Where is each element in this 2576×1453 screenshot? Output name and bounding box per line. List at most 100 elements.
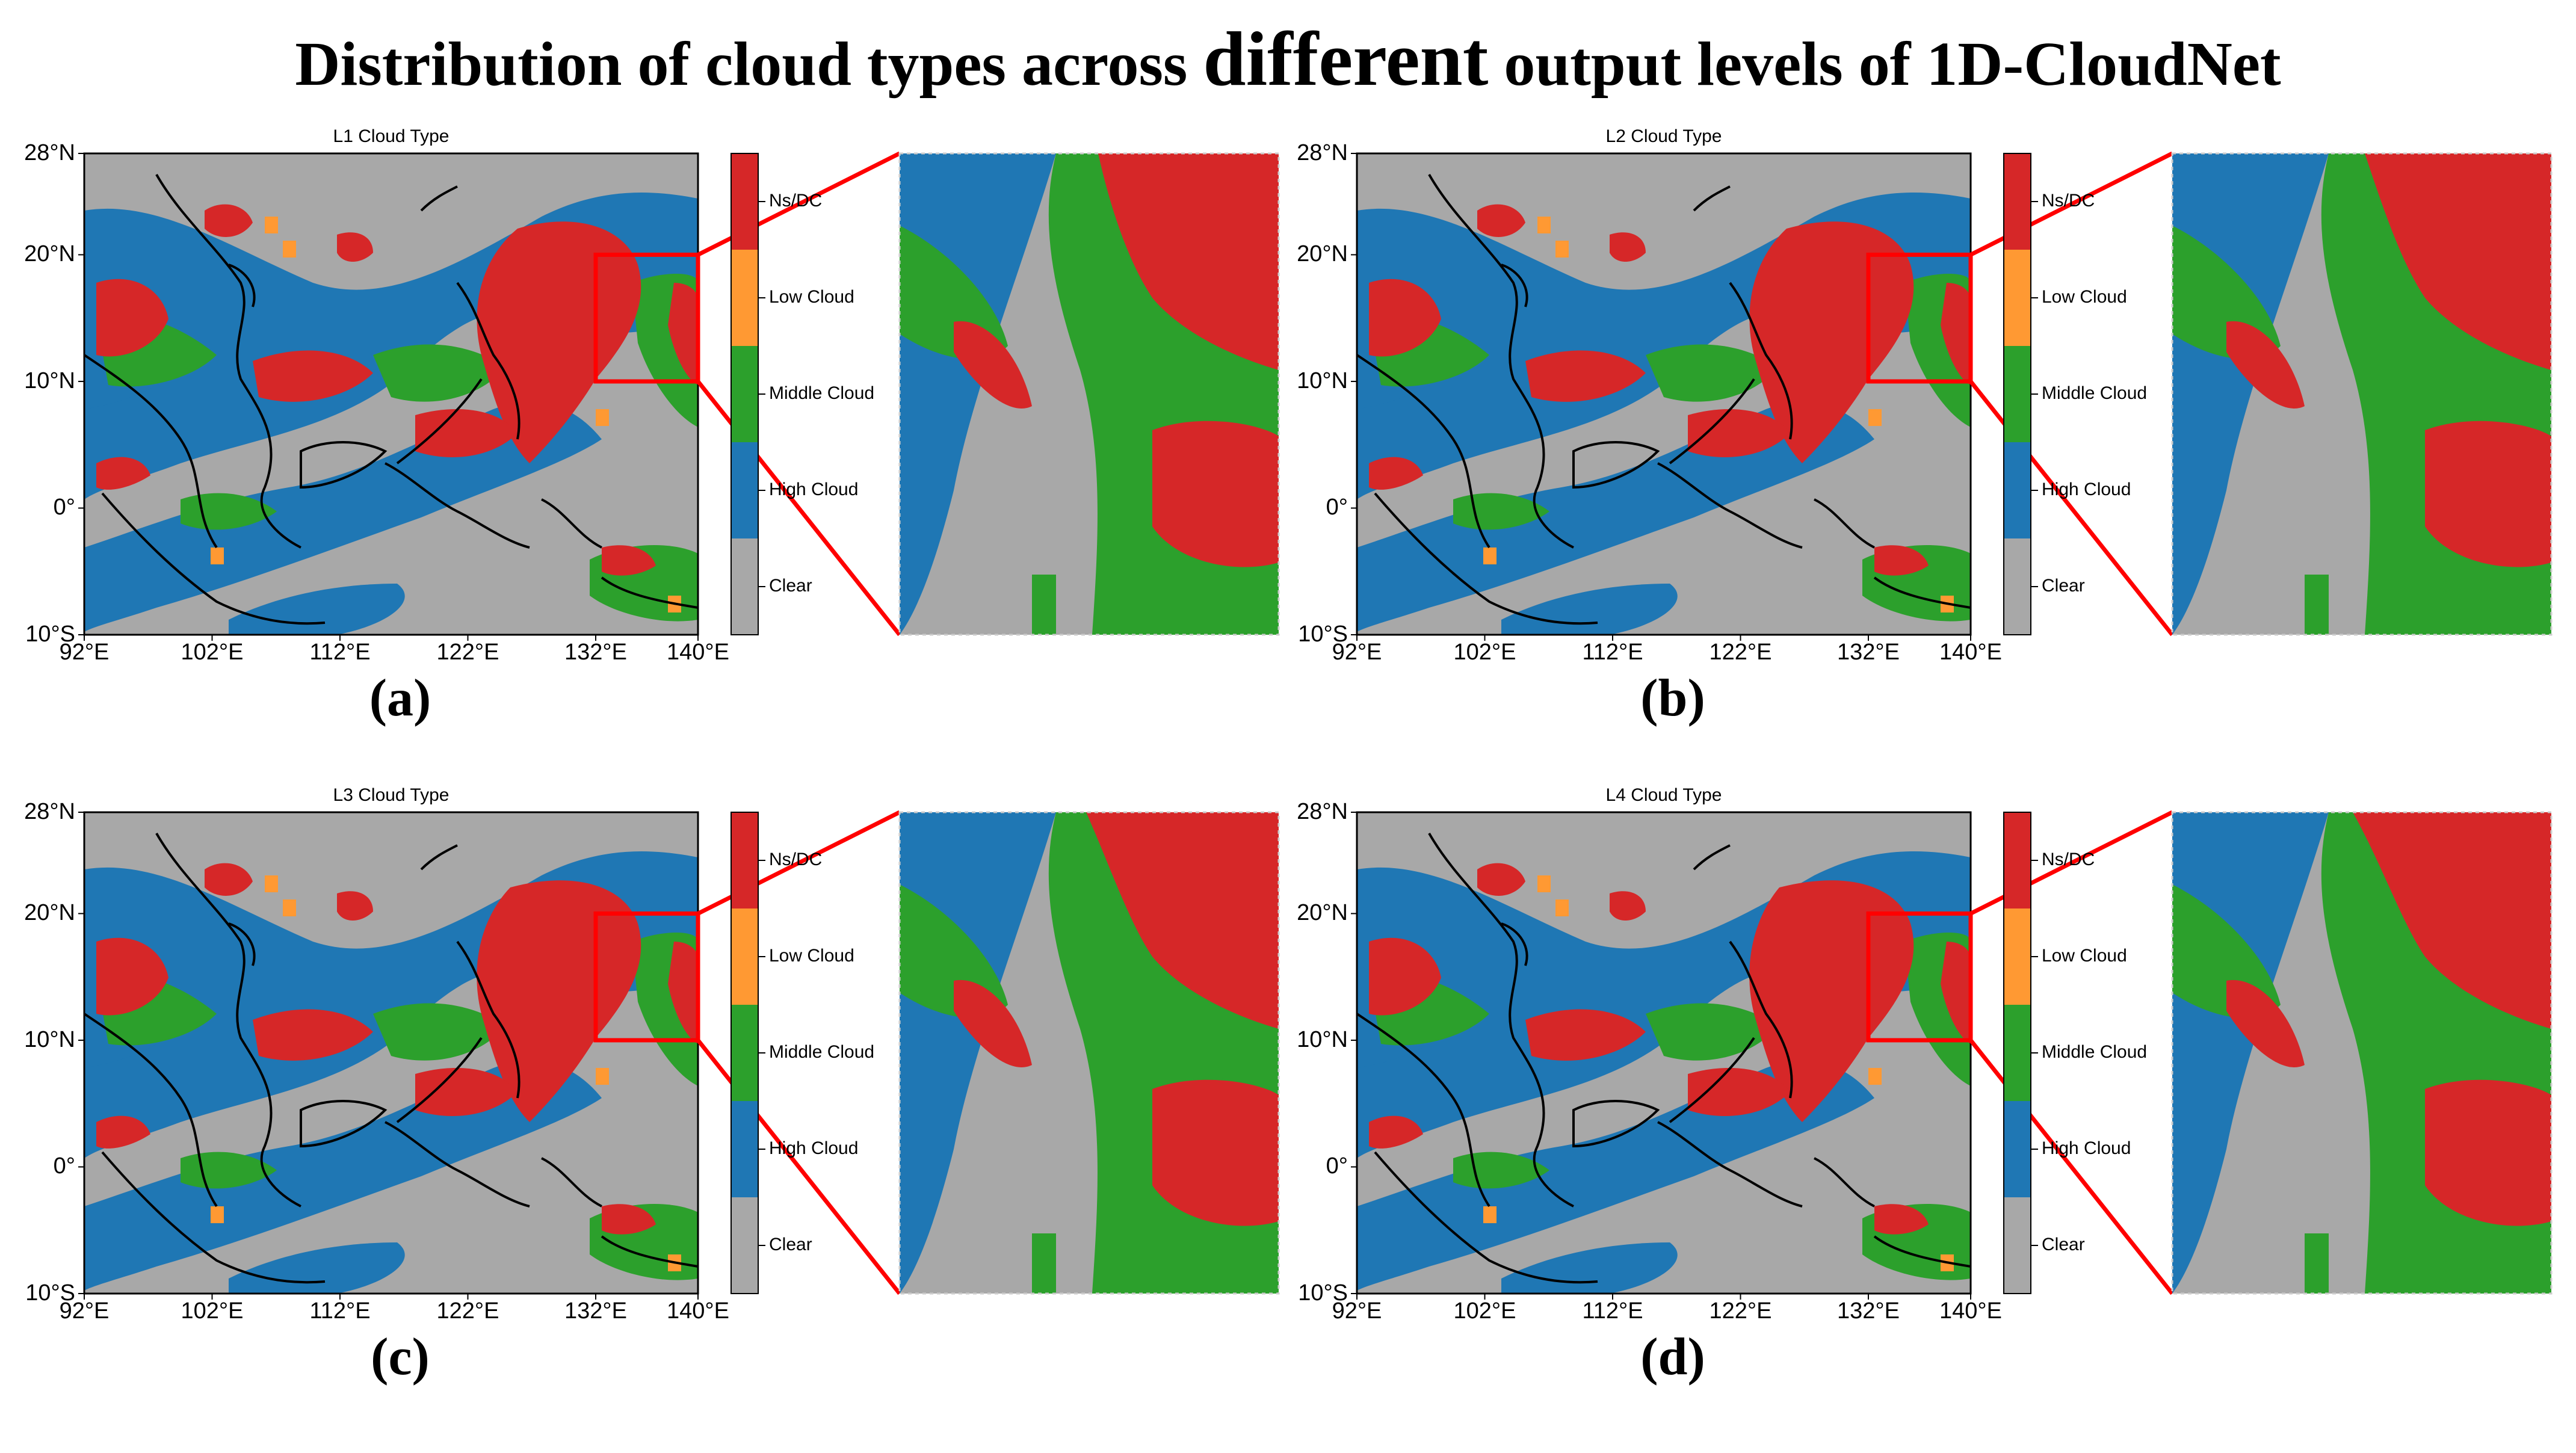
- coastline: [1374, 1151, 1598, 1284]
- ns-dc-region: [1688, 1068, 1790, 1116]
- coastline: [300, 441, 388, 489]
- zoom-frame: [898, 152, 1280, 636]
- zoom-box: [593, 252, 700, 384]
- low-cloud-region: [1483, 548, 1496, 564]
- middle-cloud-region: [2172, 884, 2281, 1018]
- coastline: [541, 498, 698, 609]
- low-cloud-region: [1555, 241, 1569, 258]
- ns-dc-region: [1874, 1204, 1929, 1235]
- lat-tick-label: 0°: [1326, 1153, 1348, 1179]
- ns-dc-region: [96, 457, 150, 490]
- lon-tick-label: 140°E: [1939, 1298, 2002, 1324]
- colorbar-segment: [2004, 1197, 2031, 1294]
- colorbar-label: Clear: [2042, 1235, 2085, 1254]
- lon-tick-label: 102°E: [181, 1298, 244, 1324]
- lon-tick-label: 92°E: [59, 1298, 110, 1324]
- colorbar-label: Ns/DC: [769, 850, 823, 869]
- low-cloud-region: [1483, 1206, 1496, 1223]
- low-cloud-region: [596, 409, 609, 426]
- colorbar-label: Middle Cloud: [2042, 1042, 2148, 1062]
- ns-dc-region: [1369, 937, 1441, 1016]
- coastline: [300, 1100, 388, 1148]
- lat-tick-label: 10°N: [1297, 1026, 1348, 1052]
- coastline: [84, 354, 218, 549]
- colorbar-label: Clear: [769, 576, 812, 596]
- lat-tick-label: 10°S: [25, 622, 75, 647]
- colorbar-segment: [731, 250, 758, 346]
- colorbar-segment: [731, 442, 758, 538]
- panel-title: L3 Cloud Type: [333, 785, 449, 805]
- ns-dc-region: [1098, 153, 1279, 370]
- map-area: [83, 152, 699, 636]
- lon-tick-label: 132°E: [564, 640, 627, 665]
- colorbar-segment: [731, 1101, 758, 1197]
- panel-l3: Ns/DC Low Cloud Middle Cloud High Cloud Clea…: [0, 785, 1288, 1453]
- high-cloud-region: [1357, 1061, 1874, 1291]
- low-cloud-region: [265, 875, 278, 892]
- lon-tick-label: 102°E: [181, 640, 244, 665]
- lon-tick-label: 112°E: [1582, 1298, 1643, 1324]
- lat-tick-label: 0°: [53, 1153, 75, 1179]
- colorbar-label: Middle Cloud: [2042, 383, 2148, 403]
- panel-graphic: [78, 810, 1280, 1300]
- ns-dc-region: [1477, 204, 1525, 237]
- lon-tick-label: 102°E: [1453, 640, 1516, 665]
- lat-tick-label: 28°N: [24, 799, 75, 824]
- zoom-panel: [898, 811, 1280, 1295]
- coastline: [1572, 1100, 1660, 1148]
- colorbar-segment: [731, 538, 758, 635]
- lon-tick-label: 140°E: [1939, 640, 2002, 665]
- ns-dc-region: [2226, 979, 2305, 1067]
- panel-l4: Ns/DC Low Cloud Middle Cloud High Cloud Clea…: [1273, 785, 2560, 1453]
- ns-dc-region: [415, 1068, 517, 1116]
- coastline: [1814, 498, 1971, 609]
- colorbar-segment: [2004, 1005, 2031, 1101]
- coastline: [1693, 844, 1731, 871]
- lon-tick-label: 112°E: [309, 1298, 371, 1324]
- zoom-connector-bottom: [696, 1038, 901, 1295]
- lon-tick-label: 132°E: [1837, 640, 1900, 665]
- ns-dc-region: [337, 232, 373, 262]
- high-cloud-region: [1357, 402, 1874, 632]
- low-cloud-region: [211, 1206, 224, 1223]
- high-cloud-region: [229, 584, 405, 635]
- colorbar-segment: [2004, 250, 2031, 346]
- lat-tick-label: 10°N: [24, 1026, 75, 1052]
- middle-cloud-region: [900, 884, 1008, 1018]
- coastline: [1501, 264, 1528, 307]
- middle-cloud-region: [1646, 1003, 1778, 1061]
- lon-tick-label: 122°E: [436, 640, 499, 665]
- zoom-box: [593, 911, 700, 1043]
- low-cloud-region: [596, 1068, 609, 1085]
- map-frame: [1356, 811, 1972, 1295]
- ns-dc-region: [1874, 545, 1929, 576]
- ns-dc-region: [1688, 409, 1790, 457]
- coastline: [420, 844, 458, 871]
- lon-tick-label: 112°E: [1582, 640, 1643, 665]
- lat-tick-label: 20°N: [24, 900, 75, 926]
- high-cloud-region: [1501, 1242, 1678, 1294]
- coastline: [1572, 441, 1660, 489]
- coastline: [1374, 492, 1598, 625]
- lon-tick-label: 132°E: [1837, 1298, 1900, 1324]
- ns-dc-region: [337, 891, 373, 921]
- panel-l2: Ns/DC Low Cloud Middle Cloud High Cloud Clea…: [1273, 126, 2560, 794]
- low-cloud-region: [1868, 409, 1882, 426]
- coastline: [1357, 1013, 1490, 1208]
- panel-graphic: [1351, 151, 2553, 641]
- lon-tick-label: 122°E: [1709, 1298, 1772, 1324]
- lat-tick-label: 20°N: [1297, 900, 1348, 926]
- colorbar-frame: [2003, 153, 2031, 635]
- ns-dc-region: [2353, 812, 2551, 1029]
- lon-tick-label: 132°E: [564, 1298, 627, 1324]
- coastline: [228, 922, 256, 966]
- colorbar: [2003, 812, 2038, 1294]
- middle-cloud-region: [1032, 1233, 1056, 1294]
- zoom-frame: [2171, 811, 2553, 1295]
- ns-dc-region: [96, 937, 168, 1016]
- zoom-box: [1866, 911, 1973, 1043]
- ns-dc-region: [2425, 421, 2551, 567]
- coastline: [155, 833, 301, 1208]
- colorbar-frame: [2003, 812, 2031, 1294]
- panel-letter: (d): [1640, 1328, 1705, 1386]
